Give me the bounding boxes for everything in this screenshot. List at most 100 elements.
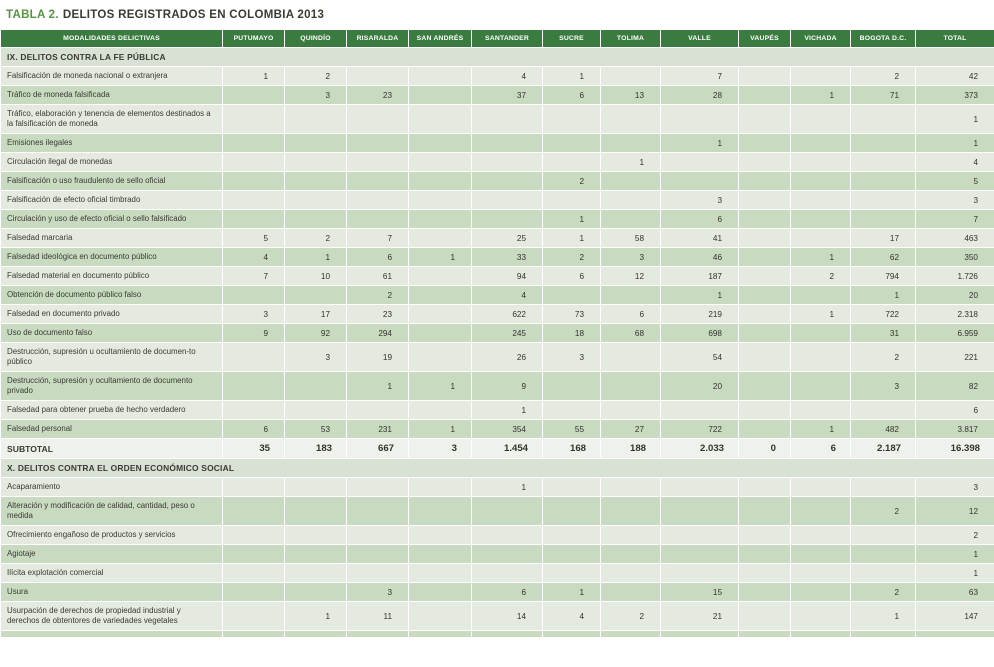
cell-value: 168 xyxy=(542,438,601,459)
cell-value xyxy=(790,477,851,497)
col-header-modalidades: MODALIDADES DELICTIVAS xyxy=(0,29,223,48)
cell-value: 219 xyxy=(660,304,739,324)
cell-value: 1 xyxy=(542,209,601,229)
cell-value: 3 xyxy=(915,477,994,497)
cell-value xyxy=(790,171,851,191)
cell-value xyxy=(738,228,791,248)
row-label: Circulación ilegal de monedas xyxy=(0,152,223,172)
cell-value: 19 xyxy=(346,342,409,372)
cell-value: 1 xyxy=(471,477,543,497)
cell-value: 6 xyxy=(915,400,994,420)
cell-value xyxy=(408,563,472,583)
table-row: Agiotaje 1 xyxy=(0,544,994,564)
cell-value xyxy=(222,342,285,372)
cell-value: 94 xyxy=(471,266,543,286)
cell-value xyxy=(600,66,661,86)
cell-value xyxy=(600,371,661,401)
table-row: Falsificación de efecto oficial timbrado… xyxy=(0,190,994,210)
cell-value: 1 xyxy=(408,419,472,439)
cell-value xyxy=(471,133,543,153)
cell-value xyxy=(790,582,851,602)
cell-empty xyxy=(542,630,601,638)
cell-value xyxy=(790,285,851,305)
cell-value: 3 xyxy=(284,85,347,105)
table-row: Falsedad personal 6 53 231 1 354 55 27 722 1 482 3.… xyxy=(0,419,994,439)
cell-value xyxy=(542,133,601,153)
cell-value: 147 xyxy=(915,601,994,631)
cell-value xyxy=(738,266,791,286)
cell-value: 1 xyxy=(660,133,739,153)
cell-value: 3 xyxy=(915,190,994,210)
cell-value: 1 xyxy=(471,400,543,420)
cell-value xyxy=(346,477,409,497)
cell-value xyxy=(738,152,791,172)
cell-value xyxy=(738,544,791,564)
cell-value: 55 xyxy=(542,419,601,439)
cell-value xyxy=(790,544,851,564)
cell-value: 23 xyxy=(346,85,409,105)
cell-value xyxy=(738,304,791,324)
cell-value: 21 xyxy=(660,601,739,631)
cell-value xyxy=(408,190,472,210)
cell-value xyxy=(346,544,409,564)
cell-value: 1 xyxy=(850,601,916,631)
row-label: Tráfico, elaboración y tenencia de eleme… xyxy=(0,104,223,134)
cell-value: 6 xyxy=(346,247,409,267)
cell-value xyxy=(222,285,285,305)
cell-value: 2 xyxy=(790,266,851,286)
cell-value: 1 xyxy=(790,304,851,324)
cell-value xyxy=(408,228,472,248)
cell-value xyxy=(738,400,791,420)
cell-value xyxy=(408,601,472,631)
cell-value: 4 xyxy=(915,152,994,172)
cell-value: 20 xyxy=(660,371,739,401)
cell-value: 350 xyxy=(915,247,994,267)
cell-value xyxy=(284,477,347,497)
section-row: IX. DELITOS CONTRA LA FE PÚBLICA xyxy=(0,47,994,67)
cell-value: 622 xyxy=(471,304,543,324)
cell-value xyxy=(738,209,791,229)
cell-value xyxy=(738,285,791,305)
cell-value: 58 xyxy=(600,228,661,248)
cell-value xyxy=(790,342,851,372)
table-row: Emisiones ilegales 1 1 xyxy=(0,133,994,153)
row-label: Acaparamiento xyxy=(0,477,223,497)
cell-value: 13 xyxy=(600,85,661,105)
cell-value xyxy=(850,400,916,420)
cell-value xyxy=(738,104,791,134)
cell-value xyxy=(660,400,739,420)
cell-value: 6 xyxy=(471,582,543,602)
cell-value: 1.454 xyxy=(471,438,543,459)
row-label: Falsificación de efecto oficial timbrado xyxy=(0,190,223,210)
cell-value xyxy=(542,544,601,564)
cell-value: 3 xyxy=(346,582,409,602)
cell-value: 2 xyxy=(850,66,916,86)
partial-row xyxy=(0,630,994,638)
col-header: BOGOTA D.C. xyxy=(850,29,916,48)
cell-value xyxy=(408,171,472,191)
delitos-table: MODALIDADES DELICTIVAS PUTUMAYO QUINDÍO RIS… xyxy=(0,29,994,638)
cell-value xyxy=(408,85,472,105)
cell-empty xyxy=(408,630,472,638)
cell-value xyxy=(600,190,661,210)
page-title: TABLA 2. DELITOS REGISTRADOS EN COLOMBIA … xyxy=(0,0,994,29)
cell-value: 1 xyxy=(222,66,285,86)
cell-value xyxy=(660,544,739,564)
table-row: Destrucción, supresión y ocultamiento de… xyxy=(0,371,994,401)
row-label: Falsificación de moneda nacional o extra… xyxy=(0,66,223,86)
cell-value xyxy=(284,209,347,229)
cell-value xyxy=(284,285,347,305)
cell-value xyxy=(408,266,472,286)
cell-value xyxy=(346,190,409,210)
cell-value: 2 xyxy=(542,171,601,191)
cell-value xyxy=(660,171,739,191)
cell-value xyxy=(542,371,601,401)
cell-value xyxy=(222,582,285,602)
cell-value xyxy=(850,563,916,583)
cell-value: 7 xyxy=(346,228,409,248)
table-row: Falsedad en documento privado 3 17 23 622 73 6… xyxy=(0,304,994,324)
row-label: Agiotaje xyxy=(0,544,223,564)
cell-value xyxy=(850,190,916,210)
table-row: Usura 3 6 1 15 2 63 xyxy=(0,582,994,602)
